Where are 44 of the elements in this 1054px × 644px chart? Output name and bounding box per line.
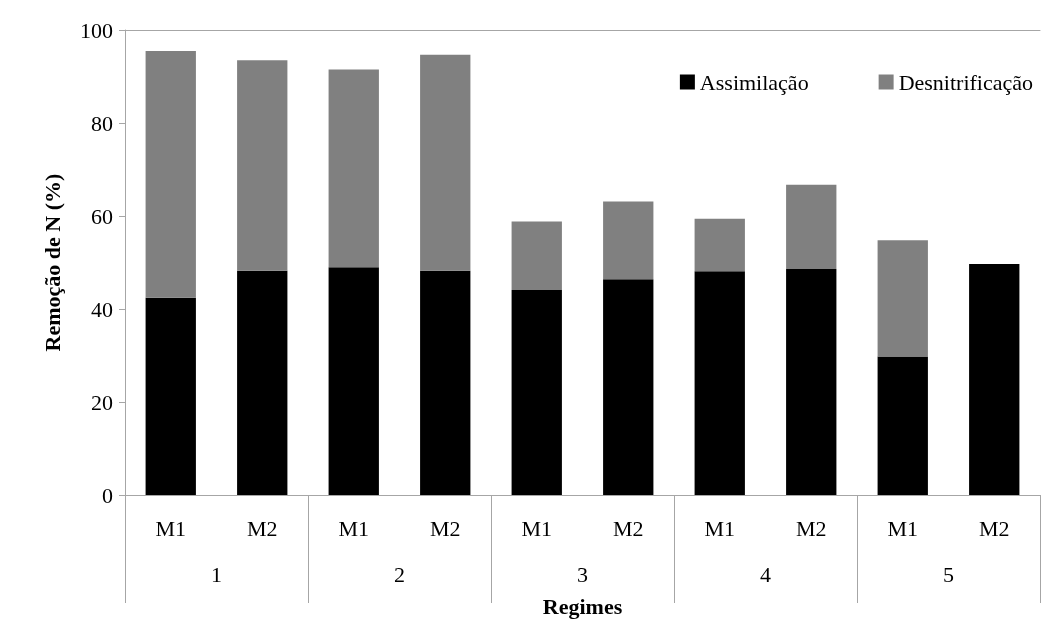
bar [420, 270, 471, 495]
x-axis-title: Regimes [542, 593, 623, 619]
y-tick-label: 100 [80, 17, 113, 43]
x-tick-label: M2 [795, 515, 827, 541]
bar [877, 356, 928, 495]
legend-label: Assimilação [699, 69, 809, 95]
bar [877, 240, 928, 357]
text: 4 [760, 561, 771, 587]
y-tick-label: 80 [91, 110, 113, 136]
text: 5 [943, 561, 954, 587]
bar [511, 221, 562, 290]
legend-label: Desnitrificação [898, 69, 1033, 95]
x-tick-label: M1 [521, 515, 553, 541]
bar [786, 269, 837, 495]
bar [786, 184, 837, 270]
y-tick-label: 0 [102, 482, 113, 508]
bar [969, 263, 1020, 495]
bar [237, 60, 288, 271]
bar [145, 297, 196, 495]
x-tick-label: M2 [612, 515, 644, 541]
bar [694, 271, 745, 495]
bar [237, 270, 288, 495]
x-tick-label: M1 [704, 515, 736, 541]
bar [511, 289, 562, 495]
x-tick-label: M2 [246, 515, 278, 541]
text: 1 [211, 561, 222, 587]
y-tick-label: 20 [91, 389, 113, 415]
text: 3 [577, 561, 588, 587]
bar [420, 54, 471, 271]
y-axis-title: Remoção de N (%) [39, 173, 65, 352]
y-tick-label: 40 [91, 296, 113, 322]
y-tick-label: 60 [91, 203, 113, 229]
text: 2 [394, 561, 405, 587]
bar [328, 267, 379, 495]
bar [603, 201, 654, 280]
x-tick-label: M1 [338, 515, 370, 541]
x-tick-label: M1 [155, 515, 187, 541]
bar [694, 218, 745, 272]
bar [328, 69, 379, 268]
x-tick-label: M2 [978, 515, 1010, 541]
bar [603, 279, 654, 495]
x-tick-label: M2 [429, 515, 461, 541]
x-tick-label: M1 [887, 515, 919, 541]
bar [145, 50, 196, 298]
